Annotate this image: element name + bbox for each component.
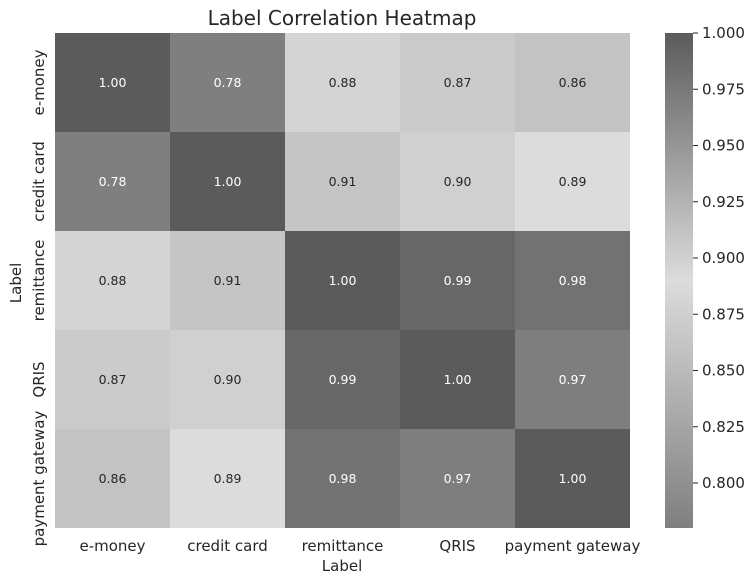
heatmap-cell [170, 429, 285, 528]
cell-value-label: 0.86 [559, 75, 587, 90]
x-tick-label: e-money [79, 537, 145, 555]
heatmap-cell [285, 429, 400, 528]
heatmap-cells: 1.00 0.78 0.88 0.87 0.86 0.78 1.00 0.91 0.90 0.89… [55, 33, 630, 528]
heatmap-cell [400, 330, 515, 429]
x-axis-title: Label [322, 557, 362, 575]
heatmap-cell [55, 330, 170, 429]
heatmap-cell [515, 33, 630, 132]
chart-title: Label Correlation Heatmap [208, 6, 477, 30]
y-tick-label: payment gateway [30, 411, 48, 547]
cell-value-label: 1.00 [329, 273, 357, 288]
cell-value-label: 1.00 [559, 471, 587, 486]
cell-value-label: 0.88 [99, 273, 127, 288]
y-axis-title: Label [7, 263, 25, 303]
cell-value-label: 0.87 [444, 75, 472, 90]
cell-value-label: 0.90 [444, 174, 472, 189]
heatmap-cell [515, 429, 630, 528]
x-tick-label: remittance [302, 537, 384, 555]
heatmap-cell [285, 231, 400, 330]
colorbar-tick-label: 0.825 [702, 418, 745, 436]
colorbar-tick-label: 0.975 [702, 80, 745, 98]
colorbar-ticks: 0.800 0.825 0.850 0.875 0.900 0.925 0.950 0.975… [693, 24, 745, 492]
colorbar-tick-label: 0.800 [702, 474, 745, 492]
heatmap-cell [170, 231, 285, 330]
heatmap-cell [170, 330, 285, 429]
heatmap-cell [515, 132, 630, 231]
cell-value-label: 0.91 [329, 174, 357, 189]
heatmap-cell [515, 231, 630, 330]
cell-value-label: 1.00 [214, 174, 242, 189]
heatmap-cell [400, 429, 515, 528]
heatmap-cell [170, 33, 285, 132]
cell-value-label: 0.89 [214, 471, 242, 486]
heatmap-cell [55, 132, 170, 231]
colorbar-tick-label: 0.850 [702, 362, 745, 380]
y-tick-label: credit card [30, 141, 48, 222]
cell-value-label: 1.00 [444, 372, 472, 387]
heatmap-cell [285, 330, 400, 429]
cell-value-label: 0.91 [214, 273, 242, 288]
y-tick-labels: e-money credit card remittance QRIS payment … [30, 49, 48, 546]
heatmap-cell [400, 33, 515, 132]
heatmap-cell [55, 231, 170, 330]
x-tick-label: payment gateway [505, 537, 641, 555]
cell-value-label: 0.97 [444, 471, 472, 486]
cell-value-label: 0.78 [214, 75, 242, 90]
heatmap-cell [55, 33, 170, 132]
x-tick-labels: e-money credit card remittance QRIS payment … [79, 537, 640, 555]
cell-value-label: 1.00 [99, 75, 127, 90]
cell-value-label: 0.99 [444, 273, 472, 288]
y-tick-label: QRIS [30, 361, 48, 397]
x-tick-label: QRIS [439, 537, 475, 555]
heatmap-cell [285, 132, 400, 231]
cell-value-label: 0.98 [559, 273, 587, 288]
heatmap-cell [400, 231, 515, 330]
cell-value-label: 0.97 [559, 372, 587, 387]
cell-value-label: 0.90 [214, 372, 242, 387]
colorbar-tick-label: 0.875 [702, 305, 745, 323]
x-tick-label: credit card [187, 537, 268, 555]
heatmap-cell [285, 33, 400, 132]
colorbar-tick-label: 0.900 [702, 249, 745, 267]
y-tick-label: e-money [30, 49, 48, 115]
heatmap-cell [400, 132, 515, 231]
cell-value-label: 0.99 [329, 372, 357, 387]
colorbar-tick-label: 1.000 [702, 24, 745, 42]
heatmap-cell [515, 330, 630, 429]
heatmap-cell [55, 429, 170, 528]
cell-value-label: 0.87 [99, 372, 127, 387]
y-tick-label: remittance [30, 240, 48, 322]
cell-value-label: 0.89 [559, 174, 587, 189]
cell-value-label: 0.88 [329, 75, 357, 90]
cell-value-label: 0.98 [329, 471, 357, 486]
colorbar-tick-label: 0.950 [702, 137, 745, 155]
colorbar-tick-label: 0.925 [702, 193, 745, 211]
heatmap-cell [170, 132, 285, 231]
colorbar [665, 33, 693, 528]
cell-value-label: 0.86 [99, 471, 127, 486]
cell-value-label: 0.78 [99, 174, 127, 189]
